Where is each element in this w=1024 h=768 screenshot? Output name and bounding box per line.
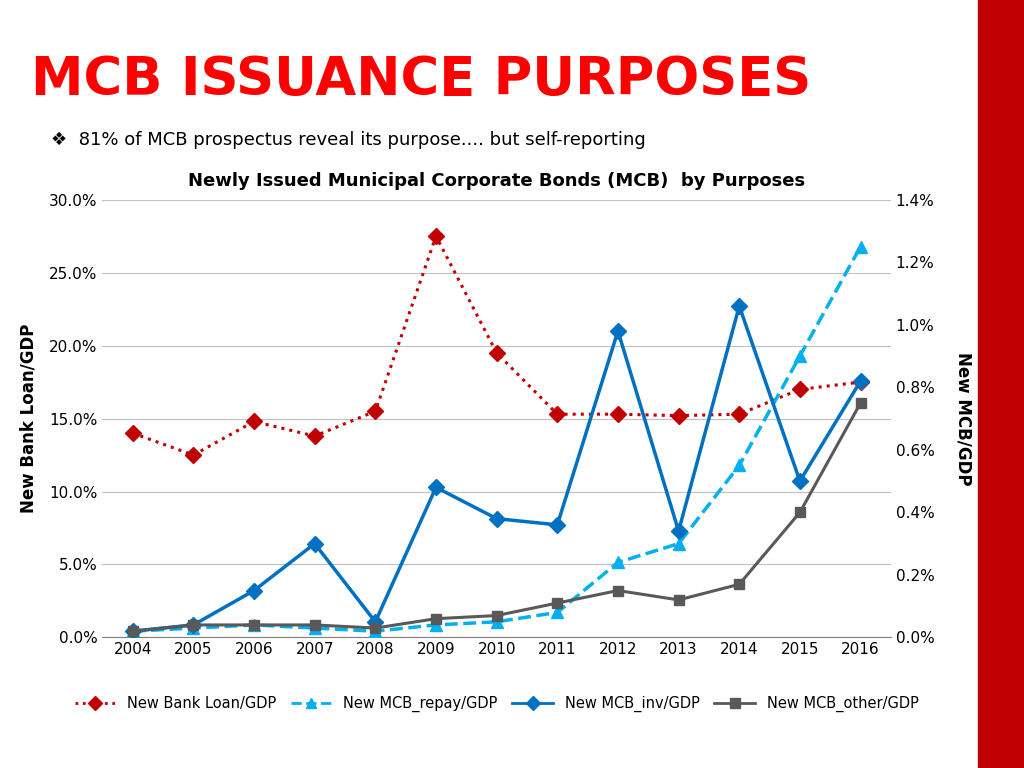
Y-axis label: New Bank Loan/GDP: New Bank Loan/GDP: [19, 324, 38, 513]
Title: Newly Issued Municipal Corporate Bonds (MCB)  by Purposes: Newly Issued Municipal Corporate Bonds (…: [188, 172, 805, 190]
Y-axis label: New MCB/GDP: New MCB/GDP: [954, 352, 972, 485]
Text: MCB ISSUANCE PURPOSES: MCB ISSUANCE PURPOSES: [31, 54, 811, 106]
Legend: New Bank Loan/GDP, New MCB_repay/GDP, New MCB_inv/GDP, New MCB_other/GDP: New Bank Loan/GDP, New MCB_repay/GDP, Ne…: [69, 690, 925, 718]
Text: ❖  81% of MCB prospectus reveal its purpose.... but self-reporting: ❖ 81% of MCB prospectus reveal its purpo…: [51, 131, 646, 148]
